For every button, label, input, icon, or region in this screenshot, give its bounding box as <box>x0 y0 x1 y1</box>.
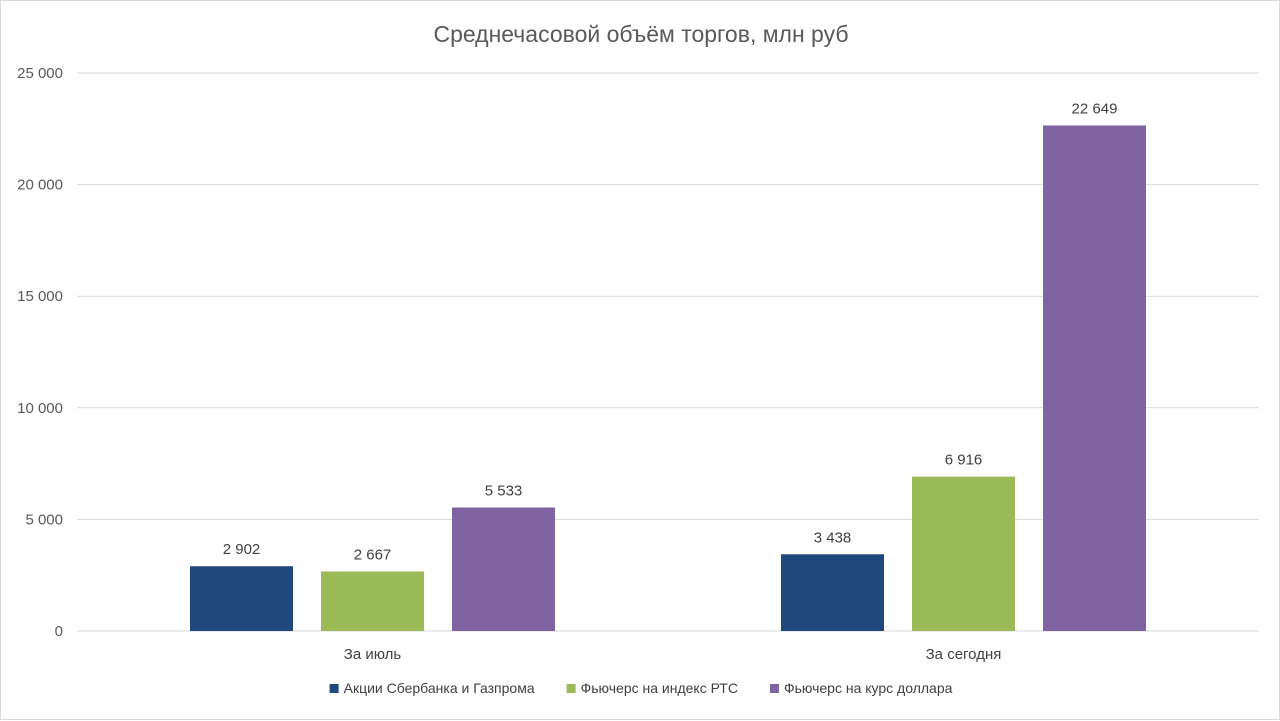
legend: Акции Сбербанка и Газпрома Фьючерс на инд… <box>329 680 953 696</box>
data-label: 5 533 <box>485 483 523 500</box>
y-tick-label: 25 000 <box>17 65 63 82</box>
category-label: За сегодня <box>926 646 1002 663</box>
category-label: За июль <box>344 646 402 663</box>
data-label: 6 916 <box>945 452 983 469</box>
bars <box>190 125 1146 632</box>
legend-label: Акции Сбербанка и Газпрома <box>344 680 535 696</box>
y-tick-label: 0 <box>55 623 63 640</box>
bar <box>781 554 884 631</box>
y-tick-label: 20 000 <box>17 177 63 194</box>
legend-item: Фьючерс на курс доллара <box>769 680 953 696</box>
data-label: 2 667 <box>354 546 392 563</box>
data-label: 22 649 <box>1072 100 1118 117</box>
bar <box>321 571 424 631</box>
legend-item: Акции Сбербанка и Газпрома <box>329 680 535 696</box>
y-tick-label: 10 000 <box>17 400 63 417</box>
y-tick-label: 5 000 <box>25 511 63 528</box>
data-labels: 2 902 2 667 5 533 3 438 6 916 22 649 <box>223 100 1118 563</box>
bar <box>452 507 555 631</box>
legend-item: Фьючерс на индекс РТС <box>566 680 738 696</box>
legend-swatch <box>566 684 576 693</box>
y-tick-label: 15 000 <box>17 288 63 305</box>
data-label: 3 438 <box>814 529 852 546</box>
legend-label: Фьючерс на курс доллара <box>784 680 953 696</box>
data-label: 2 902 <box>223 541 261 558</box>
chart-title: Среднечасовой объём торгов, млн руб <box>433 21 848 47</box>
legend-label: Фьючерс на индекс РТС <box>581 680 738 696</box>
bar <box>912 476 1015 631</box>
bar <box>190 566 293 631</box>
legend-swatch <box>769 684 779 693</box>
y-axis-ticks: 0 5 000 10 000 15 000 20 000 25 000 <box>17 65 63 640</box>
x-axis-categories: За июль За сегодня <box>344 646 1002 663</box>
legend-swatch <box>329 684 339 693</box>
bar <box>1043 125 1146 632</box>
